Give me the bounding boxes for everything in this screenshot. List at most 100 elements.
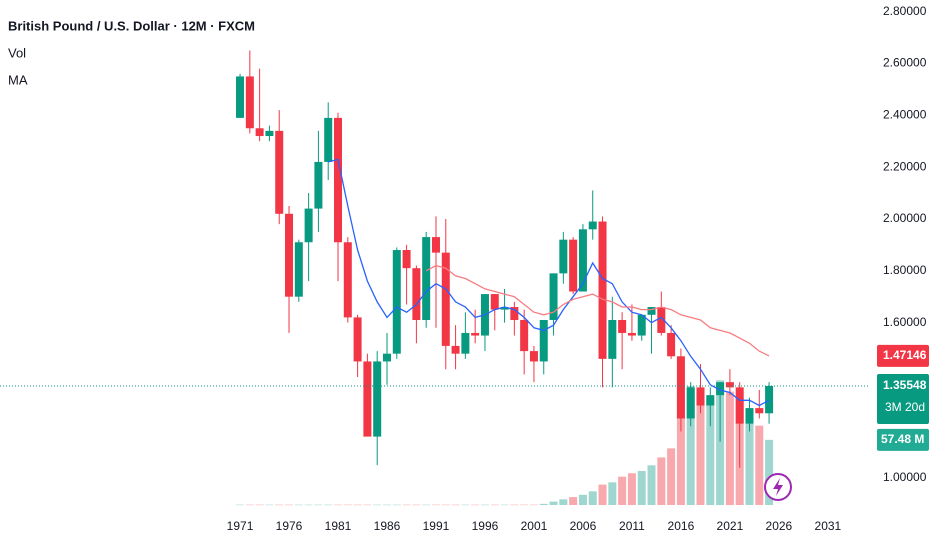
candle-body: [441, 252, 450, 346]
candle-body: [314, 161, 323, 209]
volume-bar: [461, 504, 470, 506]
volume-bar: [529, 504, 538, 506]
candle-body: [500, 307, 509, 310]
volume-bar: [490, 504, 499, 506]
indicator-label[interactable]: Vol: [8, 45, 26, 60]
candle-body: [236, 76, 245, 118]
candle-body: [657, 307, 666, 333]
volume-bar: [618, 476, 627, 505]
candle-body: [716, 382, 725, 396]
y-tick-label: 2.00000: [883, 211, 927, 225]
candle-body: [334, 117, 343, 243]
candle-body: [676, 356, 685, 419]
volume-bar: [578, 494, 587, 505]
volume-bar: [245, 504, 254, 506]
volume-bar: [431, 504, 440, 506]
candle-body: [382, 353, 391, 362]
volume-bar: [598, 484, 607, 505]
x-tick-label: 2006: [570, 519, 597, 533]
candle-body: [255, 128, 264, 137]
lightning-icon[interactable]: [764, 473, 792, 501]
x-tick-label: 2021: [717, 519, 744, 533]
candle-body: [343, 242, 352, 318]
volume-bar: [696, 391, 705, 505]
y-tick-label: 1.80000: [883, 263, 927, 277]
last-price-box: [877, 373, 929, 424]
volume-bar: [637, 471, 646, 505]
candle-body: [637, 314, 646, 336]
volume-bar: [559, 499, 568, 505]
candle-body: [510, 307, 519, 320]
candle-body: [265, 130, 274, 137]
candle-body: [588, 221, 597, 230]
volume-bar: [706, 397, 715, 505]
x-tick-label: 2016: [668, 519, 695, 533]
volume-bar: [373, 504, 382, 506]
volume-bar: [725, 391, 734, 505]
y-tick-label: 2.40000: [883, 107, 927, 121]
candle-body: [461, 332, 470, 354]
candle-body: [520, 319, 529, 352]
volume-bar: [334, 504, 343, 506]
y-tick-label: 2.60000: [883, 56, 927, 70]
candle-body: [706, 395, 715, 406]
candle-body: [627, 332, 636, 336]
volume-bar: [255, 504, 264, 506]
x-tick-label: 1981: [325, 519, 352, 533]
volume-label-box: [877, 428, 929, 451]
candle-body: [324, 117, 333, 162]
candle-body: [285, 213, 294, 297]
candle-body: [696, 387, 705, 406]
candle-body: [422, 237, 431, 320]
x-tick-label: 1996: [472, 519, 499, 533]
volume-bar: [500, 504, 509, 506]
chart-title: British Pound / U.S. Dollar · 12M · FXCM: [8, 18, 255, 33]
volume-bar: [471, 504, 480, 506]
countdown-label: 3M 20d: [885, 400, 925, 414]
candle-body: [402, 250, 411, 269]
x-tick-label: 1986: [374, 519, 401, 533]
x-tick-label: 1976: [276, 519, 303, 533]
x-tick-label: 2031: [815, 519, 842, 533]
indicator-label[interactable]: MA: [8, 72, 28, 87]
volume-bar: [343, 504, 352, 506]
volume-bar: [539, 503, 548, 505]
volume-bar: [480, 504, 489, 506]
volume-bar: [422, 504, 431, 506]
volume-bar: [402, 504, 411, 506]
ma-price-label: 1.47146: [883, 348, 927, 362]
volume-bar: [647, 465, 656, 505]
candle-body: [490, 294, 499, 310]
volume-bar: [275, 504, 284, 506]
x-tick-label: 2001: [521, 519, 548, 533]
ma-price-box: [877, 344, 929, 367]
candle-body: [373, 361, 382, 437]
volume-bar: [745, 408, 754, 505]
candle-body: [471, 332, 480, 336]
candle-body: [569, 239, 578, 292]
candle-body: [618, 319, 627, 333]
volume-bar: [520, 504, 529, 506]
volume-bar: [716, 380, 725, 505]
volume-bar: [667, 448, 676, 505]
candle-body: [725, 382, 734, 388]
candle-body: [559, 239, 568, 274]
candle-body: [667, 332, 676, 357]
volume-bar: [363, 504, 372, 506]
candle-body: [598, 221, 607, 359]
x-tick-label: 1991: [423, 519, 450, 533]
volume-bar: [657, 457, 666, 505]
volume-bar: [569, 497, 578, 505]
volume-label: 57.48 M: [881, 432, 924, 446]
candle-body: [765, 385, 774, 414]
x-tick-label: 2011: [619, 519, 645, 533]
candle-body: [686, 387, 695, 419]
icon-bolt: [773, 478, 783, 496]
candle-body: [578, 229, 587, 292]
volume-bar: [588, 491, 597, 505]
volume-bar: [686, 386, 695, 505]
volume-bar: [265, 504, 274, 506]
candle-body: [363, 361, 372, 437]
y-tick-label: 2.20000: [883, 159, 927, 173]
